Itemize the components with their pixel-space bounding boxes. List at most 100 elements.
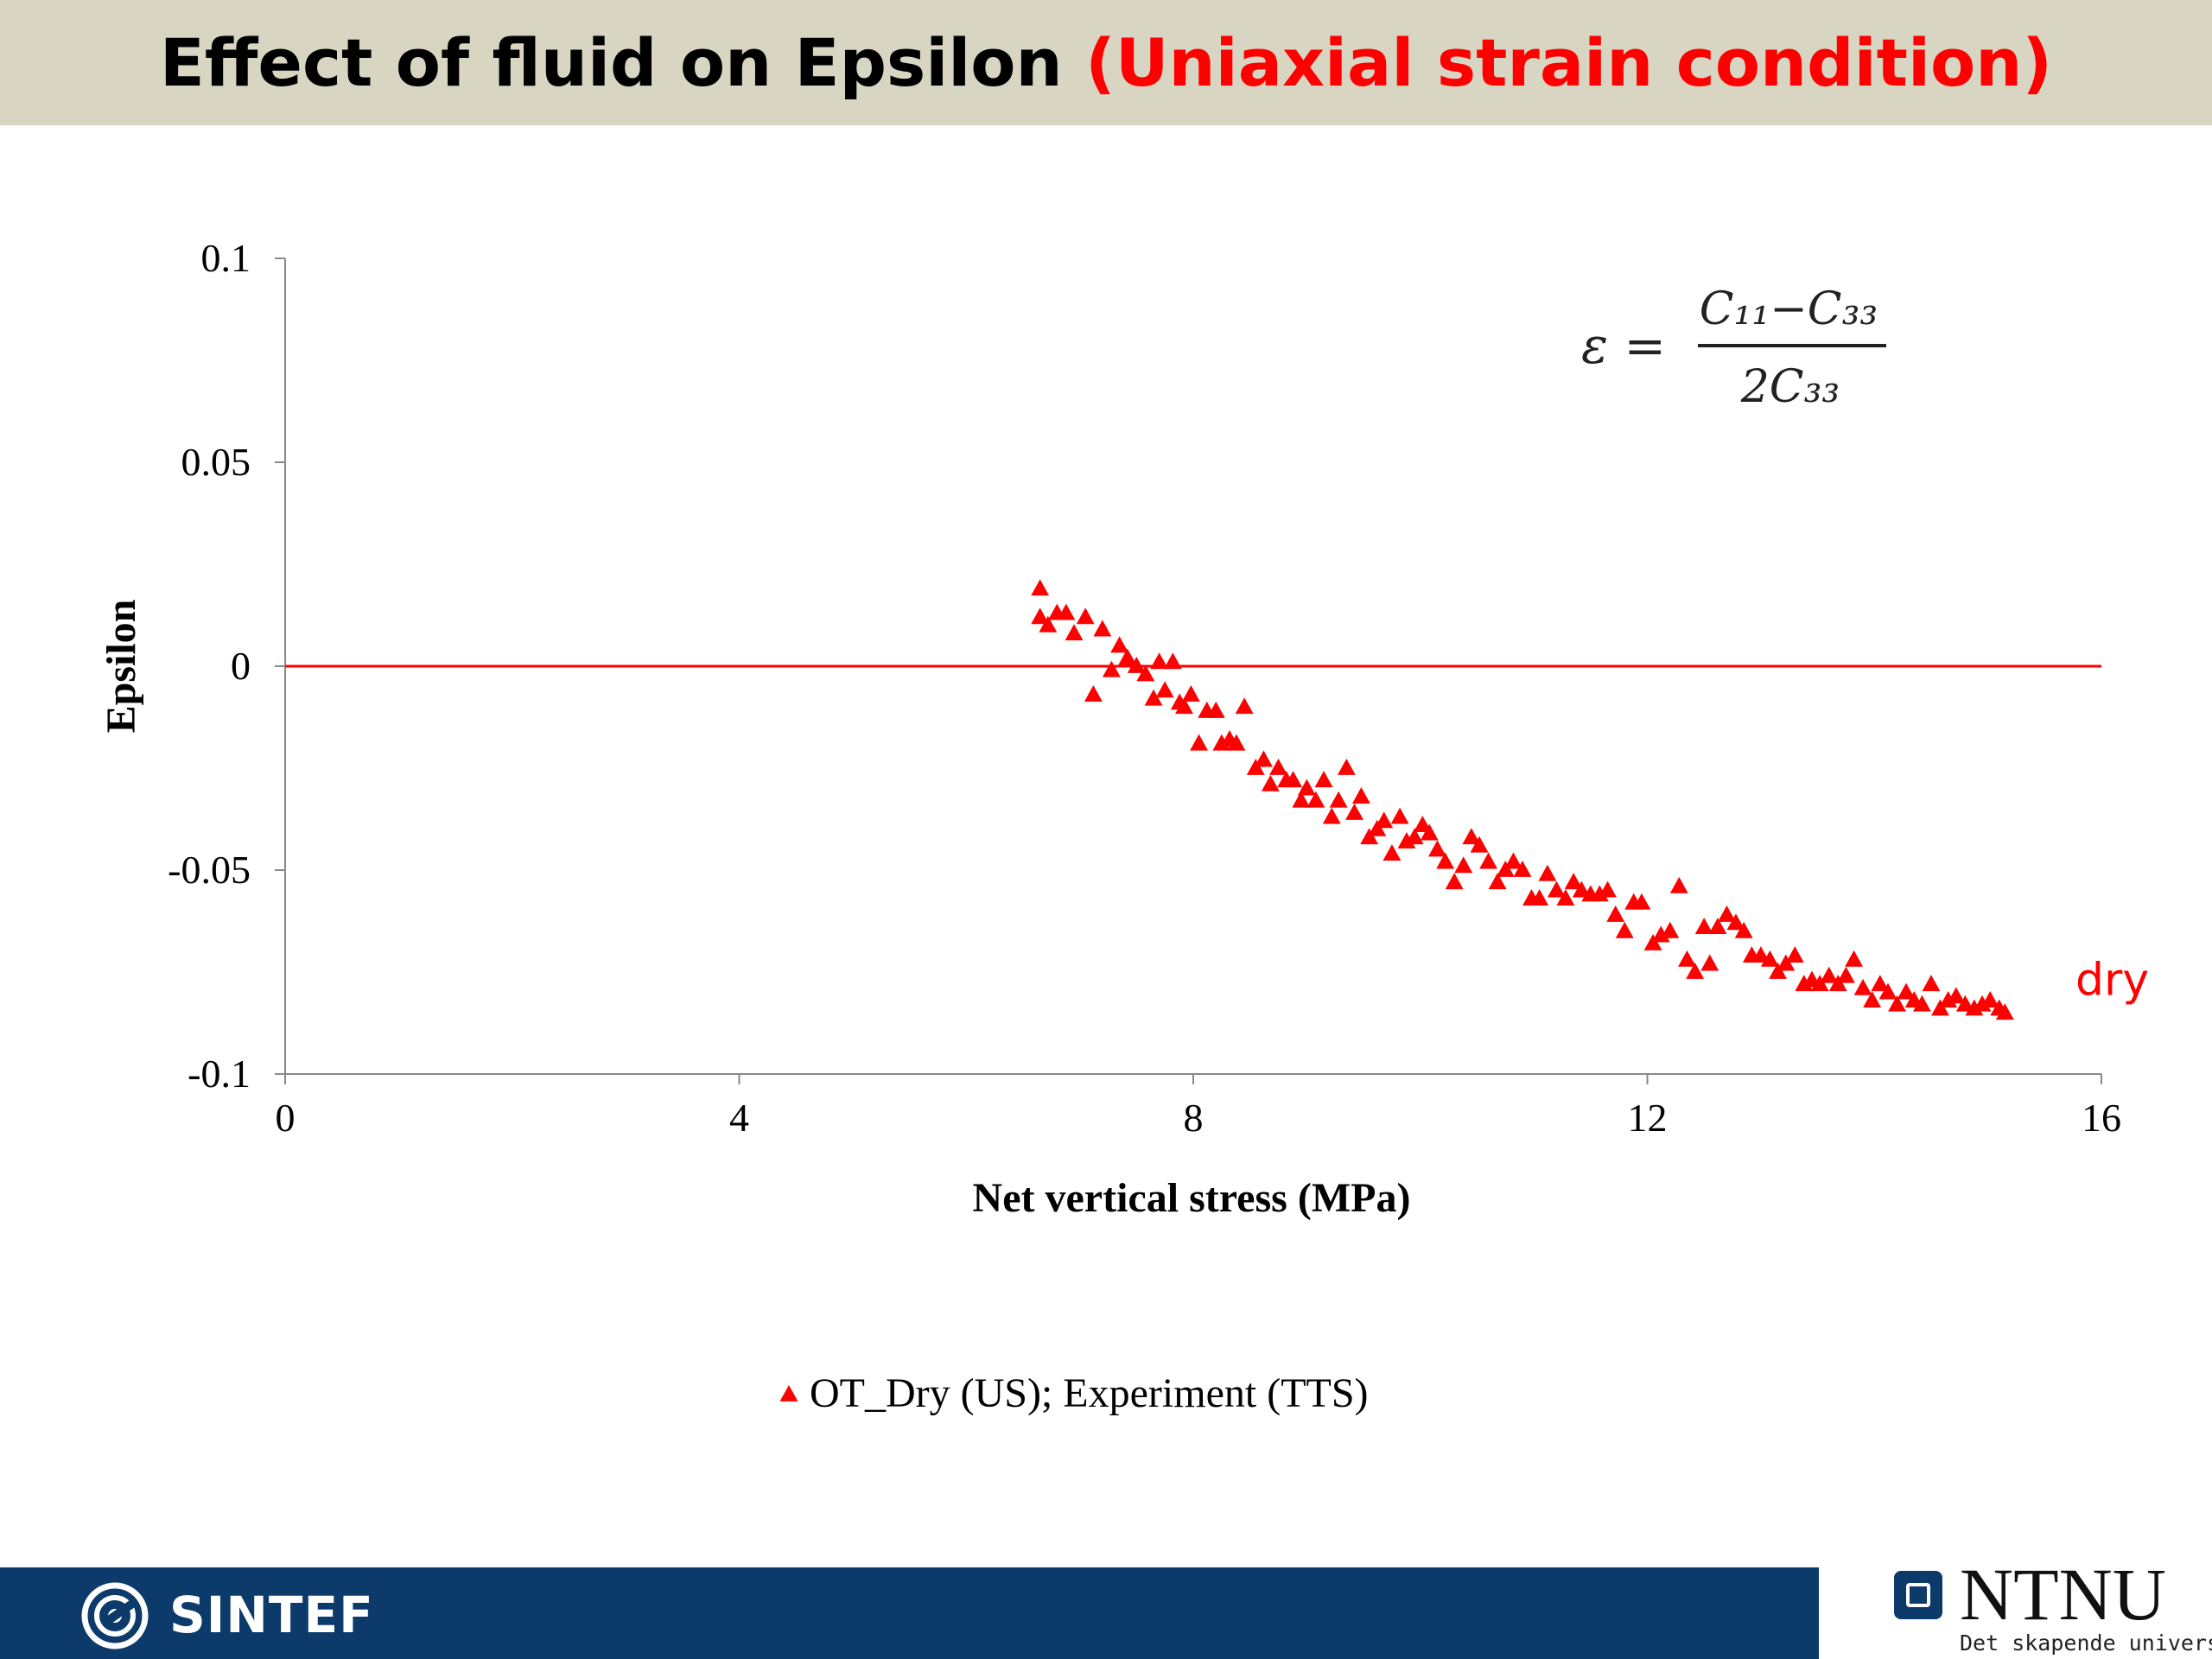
y-tick-label: 0 — [231, 644, 251, 688]
data-point — [1227, 734, 1246, 751]
data-point — [1615, 921, 1634, 938]
data-point — [1102, 660, 1121, 677]
data-point — [1375, 811, 1394, 829]
data-point — [1118, 648, 1137, 665]
data-point — [1504, 852, 1522, 869]
data-point — [1306, 791, 1325, 808]
data-point — [1076, 607, 1095, 625]
data-point — [1632, 893, 1651, 910]
data-point — [1039, 615, 1058, 632]
legend-marker — [779, 1385, 798, 1402]
data-point — [1479, 852, 1498, 869]
data-point — [1181, 685, 1200, 702]
data-point — [1031, 607, 1050, 625]
x-tick-label: 4 — [729, 1096, 749, 1140]
data-point — [1031, 579, 1050, 596]
data-point — [1428, 840, 1446, 857]
formula-lhs: ε = — [1581, 316, 1666, 375]
data-point — [1462, 828, 1481, 845]
x-axis-title: Net vertical stress (MPa) — [973, 1175, 1411, 1221]
data-point — [1669, 876, 1688, 893]
data-point — [1144, 689, 1163, 706]
data-point — [1564, 873, 1583, 890]
data-point — [1488, 873, 1507, 890]
data-point — [1686, 963, 1705, 979]
data-point — [1150, 652, 1169, 670]
x-tick-label: 8 — [1184, 1096, 1204, 1140]
data-point — [1820, 966, 1839, 983]
data-point — [1878, 982, 1897, 1000]
x-tick-label: 12 — [1628, 1096, 1668, 1140]
data-point — [1065, 624, 1084, 641]
data-point — [1556, 889, 1575, 906]
data-point — [1853, 978, 1872, 995]
data-point — [1337, 759, 1356, 775]
data-point — [1155, 681, 1174, 698]
ntnu-logo-text: NTNU — [1960, 1553, 2166, 1636]
data-point — [1351, 787, 1370, 804]
y-tick-label: -0.1 — [188, 1052, 251, 1096]
data-point — [1530, 889, 1549, 906]
data-point — [1436, 852, 1455, 869]
scatter-chart: 0.1 0.05 0 -0.05 -0.1 0 4 8 12 16 Net vertical st… — [99, 236, 2149, 1416]
data-point — [1470, 836, 1489, 853]
data-point — [1093, 620, 1112, 637]
data-point — [1175, 697, 1193, 715]
formula-denominator: 2C₃₃ — [1740, 361, 1840, 413]
data-point — [1284, 771, 1303, 788]
data-point — [1190, 734, 1209, 751]
slide-title: Effect of fluid on Epsilon (Uniaxial str… — [0, 0, 2212, 125]
data-point — [1751, 946, 1770, 963]
data-point — [1413, 816, 1432, 832]
data-point — [1445, 873, 1464, 890]
x-tick-label: 16 — [2082, 1096, 2121, 1140]
data-point — [1599, 880, 1617, 898]
data-point — [1513, 861, 1532, 877]
data-point — [1206, 701, 1225, 718]
ntnu-logo-icon — [1894, 1571, 1942, 1619]
data-point — [1888, 995, 1906, 1012]
data-point — [1420, 823, 1439, 841]
data-point — [1845, 950, 1864, 967]
data-point — [1606, 905, 1625, 922]
data-point — [1947, 987, 1966, 1004]
data-point — [1163, 652, 1182, 670]
data-point — [1980, 991, 1999, 1007]
data-point — [1235, 697, 1254, 715]
footer-bar — [0, 1567, 1819, 1659]
data-point — [1708, 918, 1727, 934]
chart-labels: Net vertical stress (MPa) Epsilon dry ε = C₁… — [99, 283, 2149, 1416]
formula-numerator: C₁₁−C₃₃ — [1700, 283, 1878, 335]
data-point — [1269, 759, 1287, 775]
data-point — [1718, 905, 1736, 922]
data-point — [1760, 950, 1779, 967]
title-bar — [0, 0, 2212, 125]
data-point — [1863, 991, 1882, 1007]
data-point — [1912, 995, 1931, 1012]
data-point — [1678, 950, 1696, 967]
y-tick-label: -0.05 — [168, 848, 251, 892]
sintef-logo-text: SINTEF — [169, 1586, 374, 1644]
data-point — [1694, 918, 1713, 934]
data-point — [1547, 880, 1566, 898]
data-point — [1454, 856, 1473, 874]
data-point — [1255, 750, 1273, 767]
data-point — [1836, 966, 1855, 983]
data-point — [1572, 880, 1591, 898]
data-point — [1314, 771, 1333, 788]
data-point — [1785, 946, 1804, 963]
data-point — [1261, 774, 1280, 791]
legend-label: OT_Dry (US); Experiment (TTS) — [810, 1370, 1369, 1416]
data-point — [1777, 954, 1796, 971]
data-points — [1031, 579, 2014, 1020]
data-point — [1382, 844, 1402, 861]
data-point — [1955, 995, 1974, 1012]
data-point — [1734, 921, 1753, 938]
data-point — [1405, 828, 1424, 845]
data-point — [1127, 657, 1146, 673]
slide-title-highlight: (Uniaxial strain condition) — [1085, 24, 2053, 101]
y-axis-title: Epsilon — [99, 600, 144, 734]
data-point — [1057, 603, 1076, 620]
data-point — [1136, 664, 1155, 682]
slide-title-main: Effect of fluid on Epsilon — [159, 24, 1086, 101]
